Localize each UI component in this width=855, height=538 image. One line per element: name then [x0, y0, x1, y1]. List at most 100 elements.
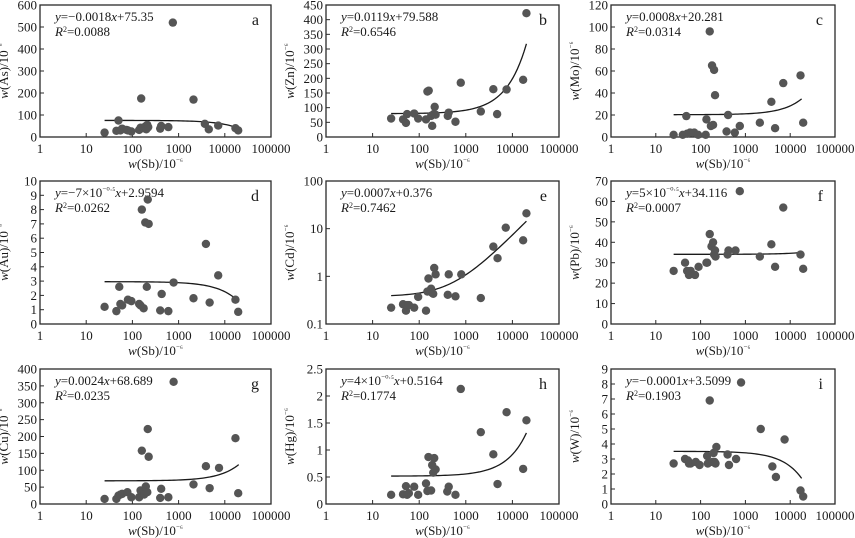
y-tick-label: 4 — [602, 437, 609, 452]
x-tick-label: 10 — [649, 141, 662, 156]
data-point — [164, 493, 173, 502]
y-tick-label: 500 — [18, 20, 38, 35]
y-tick-label: 60 — [595, 64, 608, 79]
y-tick-label: 0 — [602, 317, 609, 332]
x-tick-label: 10000 — [774, 328, 807, 343]
y-axis-label: w(W)/10⁻⁶ — [567, 410, 582, 463]
data-point — [709, 65, 719, 75]
plot-frame — [610, 180, 836, 325]
data-point — [431, 110, 440, 119]
y-axis-label: w(Cu)/10⁻⁶ — [0, 408, 11, 464]
data-point — [730, 128, 739, 137]
panel-letter: d — [251, 188, 259, 205]
x-tick-label: 1 — [608, 508, 615, 523]
data-point — [690, 270, 700, 280]
y-tick-label: 350 — [304, 27, 324, 42]
data-point — [705, 396, 714, 405]
data-point — [201, 462, 211, 471]
y-tick-label: 70 — [595, 174, 608, 189]
x-tick-label: 10000 — [774, 508, 807, 523]
y-tick-label: 450 — [304, 0, 324, 13]
y-tick-label: 2 — [31, 288, 38, 303]
x-tick-label: 100000 — [252, 508, 291, 523]
data-point — [796, 250, 805, 259]
data-point — [711, 252, 720, 261]
x-tick-label: 100 — [123, 508, 143, 523]
y-tick-label: 5 — [602, 422, 609, 437]
data-point — [427, 121, 437, 131]
x-tick-label: 100000 — [252, 328, 291, 343]
data-point — [708, 120, 718, 130]
y-axis-label: w(Hg)/10⁻⁶ — [282, 408, 297, 465]
data-point — [168, 18, 178, 27]
panel-letter: c — [816, 12, 823, 29]
data-point — [770, 262, 780, 271]
plot-frame — [325, 368, 560, 505]
r-squared-label: R2=0.0007 — [625, 200, 682, 215]
x-axis-label: w(Sb)/10⁻⁶ — [696, 156, 751, 171]
data-point — [127, 127, 136, 136]
y-tick-label: 120 — [589, 0, 609, 13]
data-point — [234, 489, 243, 498]
data-point — [137, 446, 147, 455]
y-tick-label: 400 — [304, 12, 324, 27]
data-point — [189, 480, 198, 489]
x-tick-label: 100000 — [540, 508, 579, 523]
data-point — [522, 209, 531, 218]
y-tick-label: 1 — [31, 302, 38, 317]
data-point — [451, 292, 460, 301]
data-point — [451, 117, 460, 126]
x-axis-label: w(Sb)/10⁻⁶ — [415, 156, 470, 171]
x-axis-label: w(Sb)/10⁻⁶ — [128, 156, 183, 171]
data-point — [231, 295, 240, 304]
x-tick-label: 100000 — [540, 328, 579, 343]
data-point — [189, 294, 198, 303]
data-point — [143, 487, 152, 497]
x-tick-label: 1000 — [453, 328, 479, 343]
data-point — [421, 479, 431, 488]
data-point — [424, 274, 433, 283]
data-point — [756, 424, 765, 434]
data-point — [112, 306, 121, 316]
x-tick-label: 10 — [366, 508, 379, 523]
data-point — [736, 378, 746, 387]
regression-equation: y=5×10⁻⁰·⁵x+34.116 — [624, 185, 728, 200]
r-squared-label: R2=0.0235 — [54, 388, 110, 403]
data-point — [710, 91, 720, 100]
y-tick-label: 100 — [18, 463, 38, 478]
data-point — [669, 266, 678, 276]
x-tick-label: 1000 — [732, 141, 758, 156]
x-tick-label: 1 — [323, 508, 330, 523]
x-tick-label: 10000 — [774, 141, 807, 156]
data-point — [156, 121, 166, 131]
data-point — [711, 459, 720, 468]
data-point — [404, 489, 414, 498]
x-tick-label: 100 — [691, 141, 711, 156]
data-point — [522, 9, 531, 18]
regression-equation: y=−0.0001x+3.5099 — [624, 373, 731, 388]
trendline — [104, 119, 236, 128]
data-point — [767, 97, 776, 107]
y-tick-label: 0 — [31, 317, 38, 332]
data-point — [476, 293, 486, 303]
x-tick-label: 10 — [80, 508, 93, 523]
data-point — [493, 479, 502, 489]
trendline — [673, 98, 803, 116]
data-point — [144, 122, 153, 132]
data-point — [100, 128, 109, 137]
y-tick-label: 20 — [595, 276, 608, 291]
y-tick-label: 40 — [595, 235, 608, 250]
data-point — [409, 482, 419, 491]
x-tick-label: 10 — [649, 328, 662, 343]
panel-f: 1 10 100 1000 10000 100000 0 10 20 30 40 50 60 70 w(Sb… — [567, 174, 855, 359]
data-point — [426, 486, 436, 495]
y-tick-label: 300 — [18, 395, 38, 410]
r-squared-label: R2=0.1903 — [625, 388, 681, 403]
y-tick-label: 8 — [602, 377, 609, 392]
panel-letter: g — [251, 376, 259, 393]
y-tick-label: 150 — [18, 446, 38, 461]
data-point — [767, 240, 776, 249]
data-point — [708, 238, 718, 247]
data-point — [421, 306, 431, 315]
